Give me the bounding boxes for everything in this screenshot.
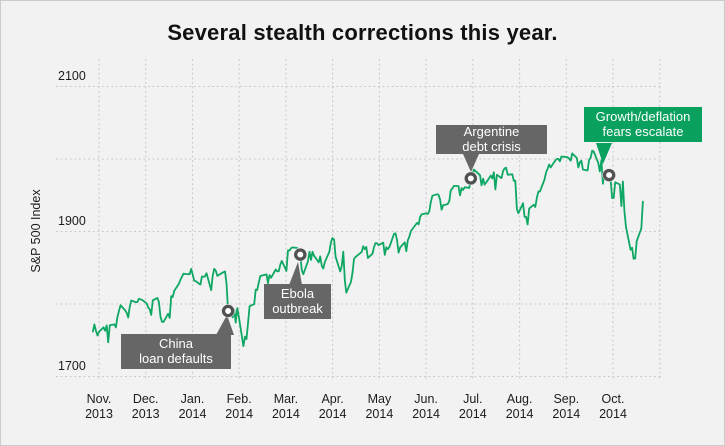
- event-marker-icon: [294, 248, 307, 261]
- x-tick-year: 2014: [552, 407, 581, 421]
- annotation-text-line: loan defaults: [139, 350, 213, 366]
- x-tick-month: Nov.: [86, 392, 112, 406]
- sp500-price-line: [92, 149, 644, 348]
- x-tick-year: 2014: [271, 407, 300, 421]
- x-tick-month: Apr.: [321, 392, 344, 406]
- annotation-pointer: [463, 154, 479, 172]
- event-marker-icon: [602, 168, 616, 182]
- annotation-box: Growth/deflation fears escalate: [584, 107, 702, 142]
- x-tick-label: Feb. 2014: [225, 392, 253, 422]
- x-tick-year: 2014: [365, 407, 394, 421]
- x-tick-label: May 2014: [365, 392, 393, 422]
- annotation-text-line: Ebola: [280, 286, 315, 301]
- y-tick-label: 1900: [58, 214, 86, 228]
- x-tick-year: 2013: [131, 407, 160, 421]
- x-tick-label: Sep. 2014: [552, 392, 580, 422]
- event-marker-icon: [464, 172, 478, 185]
- x-tick-month: Feb.: [226, 392, 252, 406]
- x-tick-label: Jan. 2014: [179, 392, 207, 422]
- x-tick-label: Mar. 2014: [272, 392, 300, 422]
- x-tick-month: May: [367, 392, 392, 406]
- annotation-box: China loan defaults: [121, 334, 231, 369]
- x-tick-year: 2014: [178, 407, 207, 421]
- y-tick-label: 2100: [58, 69, 86, 83]
- x-tick-year: 2013: [85, 407, 113, 421]
- x-tick-label: Nov. 2013: [85, 392, 113, 422]
- x-tick-label: Apr. 2014: [319, 392, 347, 422]
- annotation-text-line: Argentine: [463, 124, 520, 139]
- annotation-pointer: [216, 315, 234, 335]
- annotation-text-line: outbreak: [272, 300, 323, 316]
- annotation-text-line: Growth/deflation: [595, 109, 691, 124]
- x-tick-year: 2014: [318, 407, 347, 421]
- annotation-box: Ebola outbreak: [264, 284, 331, 319]
- x-tick-year: 2014: [412, 407, 440, 421]
- x-tick-year: 2014: [458, 407, 487, 421]
- x-tick-year: 2014: [225, 407, 254, 421]
- x-tick-label: Jun. 2014: [412, 392, 440, 422]
- x-tick-month: Aug.: [506, 392, 533, 406]
- x-tick-label: Oct. 2014: [599, 392, 627, 422]
- annotation-text-line: debt crisis: [462, 138, 521, 154]
- x-tick-month: Jul.: [463, 392, 483, 406]
- annotation-text-line: China: [159, 336, 193, 351]
- x-tick-month: Sep.: [553, 392, 580, 406]
- y-tick-label: 1700: [58, 359, 86, 373]
- x-tick-month: Dec.: [132, 392, 159, 406]
- annotation-pointer: [596, 143, 612, 164]
- x-tick-label: Dec. 2013: [132, 392, 160, 422]
- x-tick-label: Aug. 2014: [506, 392, 534, 422]
- x-tick-year: 2014: [505, 407, 534, 421]
- x-tick-month: Mar.: [273, 392, 299, 406]
- x-tick-label: Jul. 2014: [459, 392, 487, 422]
- event-marker-icon: [221, 304, 235, 318]
- annotation-text-line: fears escalate: [602, 123, 684, 139]
- chart-title: Several stealth corrections this year.: [167, 20, 558, 45]
- x-tick-year: 2014: [599, 407, 627, 421]
- annotation-pointer: [289, 262, 302, 285]
- x-tick-month: Jan.: [180, 392, 205, 406]
- x-tick-month: Jun.: [414, 392, 438, 406]
- annotation-box: Argentine debt crisis: [436, 124, 547, 154]
- x-tick-month: Oct.: [601, 392, 625, 406]
